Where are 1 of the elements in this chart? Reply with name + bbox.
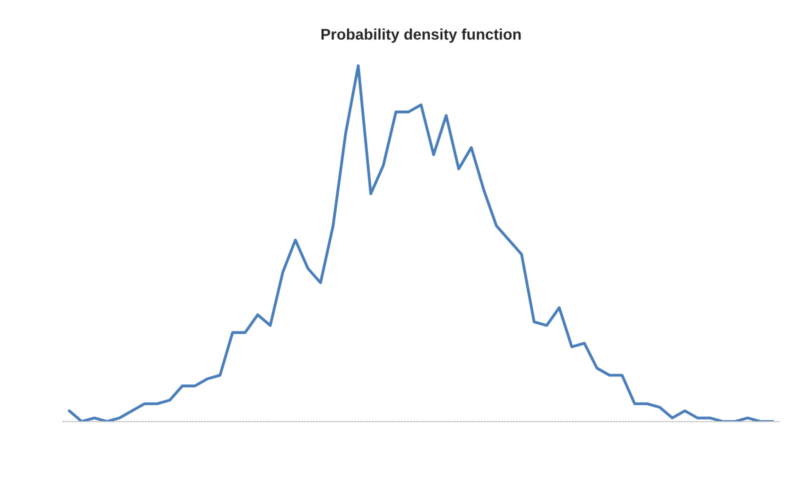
chart-title: Probability density function (321, 28, 521, 43)
